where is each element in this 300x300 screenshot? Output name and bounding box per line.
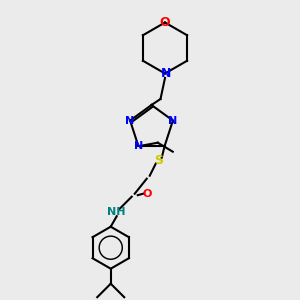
Text: N: N — [161, 67, 172, 80]
Text: N: N — [168, 116, 178, 125]
Text: N: N — [134, 141, 143, 151]
Text: S: S — [154, 154, 163, 167]
Text: NH: NH — [107, 207, 126, 217]
Text: N: N — [125, 116, 135, 125]
Text: O: O — [142, 189, 152, 199]
Text: O: O — [160, 16, 170, 29]
